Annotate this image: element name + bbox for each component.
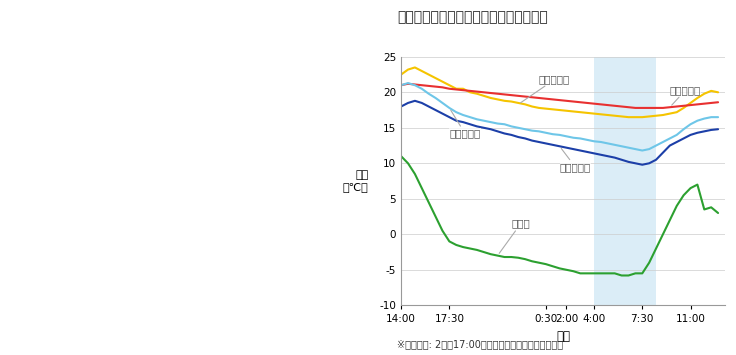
Text: 内断熱壁温: 内断熱壁温 xyxy=(559,148,591,172)
Bar xyxy=(594,57,656,305)
X-axis label: 時刻: 時刻 xyxy=(556,330,570,343)
Text: 内断熱室温: 内断熱室温 xyxy=(450,110,481,138)
Y-axis label: 温度
（℃）: 温度 （℃） xyxy=(343,170,369,192)
Text: 暖房停止後の温度降下の比較（測定例）: 暖房停止後の温度降下の比較（測定例） xyxy=(397,11,548,24)
Text: 外断熱室温: 外断熱室温 xyxy=(670,85,701,105)
Text: 外断熱壁温: 外断熱壁温 xyxy=(520,75,570,103)
Text: 外気温: 外気温 xyxy=(499,219,530,253)
Text: ※測定時期: 2月、17:00に暖房を停止した後の温度降下: ※測定時期: 2月、17:00に暖房を停止した後の温度降下 xyxy=(397,339,564,349)
